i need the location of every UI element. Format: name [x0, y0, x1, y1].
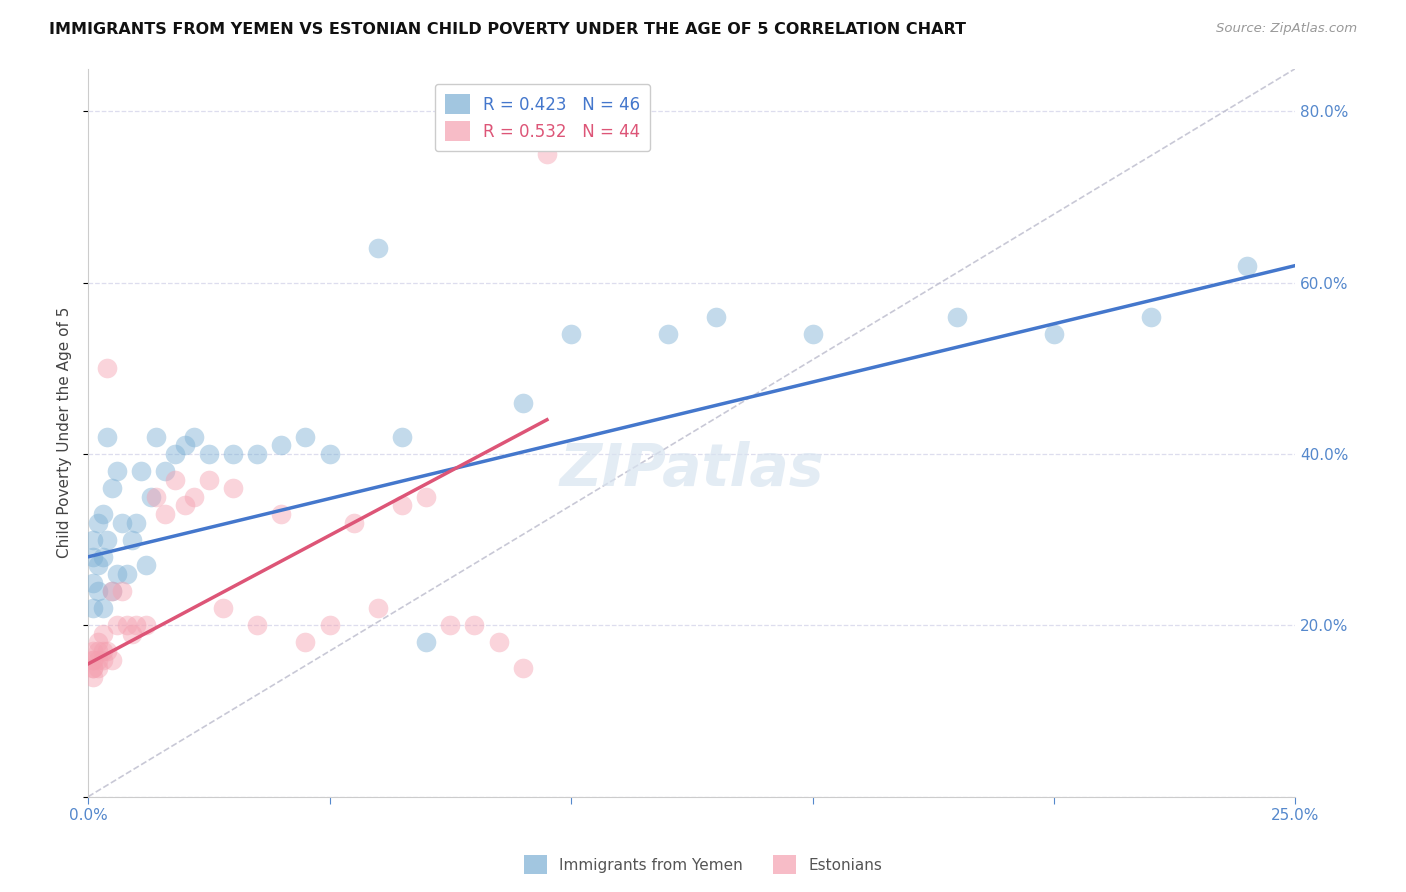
Point [121, 533, 143, 547]
Point [246, 618, 269, 632]
Point [183, 490, 205, 504]
Point [87, 558, 110, 573]
Point [82, 533, 104, 547]
Point [121, 627, 143, 641]
Point [488, 635, 510, 649]
Point [198, 473, 221, 487]
Text: ZIPatlas: ZIPatlas [560, 441, 824, 498]
Point [145, 430, 167, 444]
Text: IMMIGRANTS FROM YEMEN VS ESTONIAN CHILD POVERTY UNDER THE AGE OF 5 CORRELATION C: IMMIGRANTS FROM YEMEN VS ESTONIAN CHILD … [49, 22, 966, 37]
Point [391, 499, 413, 513]
Point [155, 507, 177, 521]
Point [270, 507, 292, 521]
Point [415, 490, 437, 504]
Point [125, 516, 148, 530]
Point [135, 618, 157, 632]
Point [246, 447, 269, 461]
Point [439, 618, 461, 632]
Point [173, 499, 195, 513]
Point [91, 652, 114, 666]
Point [91, 601, 114, 615]
Point [96, 430, 118, 444]
Point [82, 549, 104, 564]
Point [183, 430, 205, 444]
Point [704, 310, 727, 324]
Point [96, 361, 118, 376]
Point [318, 618, 340, 632]
Point [318, 447, 340, 461]
Point [82, 670, 104, 684]
Point [294, 430, 316, 444]
Point [294, 635, 316, 649]
Point [82, 601, 104, 615]
Point [155, 464, 177, 478]
Point [101, 652, 124, 666]
Point [82, 652, 104, 666]
Point [367, 241, 389, 255]
Point [82, 661, 104, 675]
Y-axis label: Child Poverty Under the Age of 5: Child Poverty Under the Age of 5 [58, 307, 72, 558]
Point [536, 147, 558, 161]
Point [222, 481, 245, 495]
Point [96, 644, 118, 658]
Point [1043, 327, 1066, 342]
Point [87, 635, 110, 649]
Point [87, 516, 110, 530]
Point [115, 566, 138, 581]
Point [129, 464, 152, 478]
Point [82, 661, 104, 675]
Legend: Immigrants from Yemen, Estonians: Immigrants from Yemen, Estonians [517, 849, 889, 880]
Point [105, 566, 128, 581]
Point [105, 618, 128, 632]
Point [91, 507, 114, 521]
Point [165, 473, 187, 487]
Point [101, 584, 124, 599]
Point [145, 490, 167, 504]
Point [139, 490, 162, 504]
Point [946, 310, 969, 324]
Point [512, 661, 534, 675]
Point [87, 644, 110, 658]
Point [105, 464, 128, 478]
Point [87, 661, 110, 675]
Point [82, 652, 104, 666]
Point [111, 516, 134, 530]
Point [91, 549, 114, 564]
Point [82, 644, 104, 658]
Text: Source: ZipAtlas.com: Source: ZipAtlas.com [1216, 22, 1357, 36]
Point [1236, 259, 1258, 273]
Point [270, 438, 292, 452]
Point [101, 481, 124, 495]
Point [560, 327, 582, 342]
Point [87, 652, 110, 666]
Point [212, 601, 235, 615]
Point [173, 438, 195, 452]
Point [111, 584, 134, 599]
Point [101, 584, 124, 599]
Point [801, 327, 824, 342]
Point [343, 516, 366, 530]
Point [198, 447, 221, 461]
Point [512, 395, 534, 409]
Point [96, 533, 118, 547]
Point [91, 644, 114, 658]
Point [165, 447, 187, 461]
Point [135, 558, 157, 573]
Point [87, 584, 110, 599]
Point [125, 618, 148, 632]
Point [367, 601, 389, 615]
Point [91, 627, 114, 641]
Point [82, 575, 104, 590]
Point [463, 618, 485, 632]
Point [415, 635, 437, 649]
Point [115, 618, 138, 632]
Point [222, 447, 245, 461]
Legend: R = 0.423   N = 46, R = 0.532   N = 44: R = 0.423 N = 46, R = 0.532 N = 44 [434, 84, 650, 152]
Point [657, 327, 679, 342]
Point [391, 430, 413, 444]
Point [1139, 310, 1161, 324]
